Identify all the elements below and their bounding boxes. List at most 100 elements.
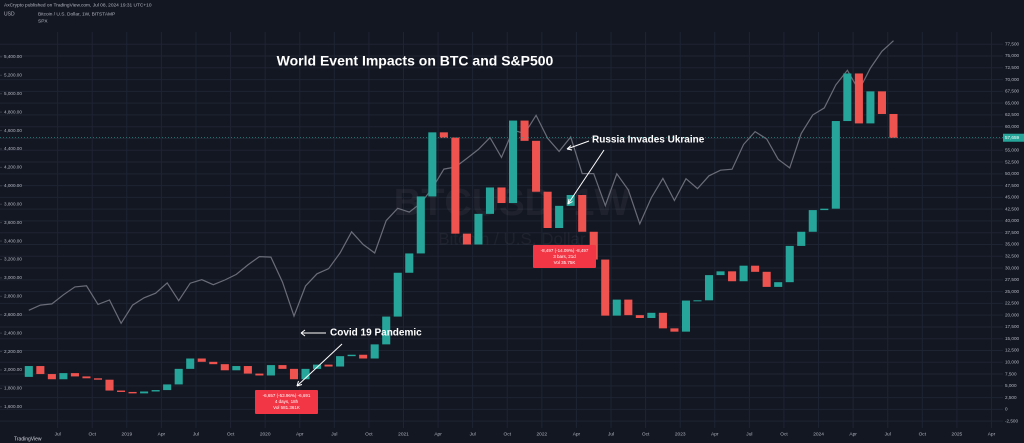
x-tick-label: Oct — [365, 431, 373, 437]
x-tick-label: Apr — [573, 431, 581, 437]
y2-tick-label: 47,500 — [1005, 183, 1019, 188]
candle-body — [266, 365, 275, 376]
y-tick-label: 1,800.00 — [4, 386, 22, 391]
y2-tick-label: 55,000 — [1005, 147, 1019, 152]
x-tick-label: 2019 — [121, 431, 132, 437]
arrow — [296, 343, 343, 387]
y2-tick-label: 70,000 — [1005, 77, 1019, 82]
y2-tick-label: 67,500 — [1005, 89, 1019, 94]
arrow-head — [300, 329, 306, 337]
candle-body — [578, 195, 587, 232]
y2-tick-label: 50,000 — [1005, 171, 1019, 176]
currency: USD — [4, 11, 15, 17]
candle-body — [140, 391, 149, 394]
candle-body — [704, 275, 714, 301]
y2-tick-label: 17,500 — [1005, 324, 1019, 329]
x-tick-label: Jul — [193, 431, 199, 437]
candle-body — [889, 113, 898, 138]
candle-body — [820, 208, 829, 211]
y2-tick-label: 65,000 — [1005, 100, 1019, 105]
candle-body — [497, 187, 506, 204]
candle-body — [474, 213, 483, 245]
y2-tick-label: 32,500 — [1005, 253, 1019, 258]
measure-box — [533, 245, 596, 268]
y-tick-label: 1,600.00 — [4, 404, 22, 409]
candle-body — [128, 391, 137, 394]
x-tick-label: Apr — [296, 431, 304, 437]
y-tick-label: 4,400.00 — [4, 146, 22, 151]
candle-body — [289, 368, 299, 380]
candle-body — [774, 282, 783, 287]
candle-body — [36, 366, 45, 375]
x-tick-label: Oct — [919, 431, 927, 437]
data-layer — [0, 40, 1003, 394]
measure-text: Vol 581.361K — [273, 405, 300, 410]
candle-body — [854, 73, 863, 124]
x-tick-label: Oct — [780, 431, 788, 437]
candle-body — [439, 132, 448, 138]
y-tick-label: 3,600.00 — [4, 220, 22, 225]
y2-tick-label: 22,500 — [1005, 301, 1019, 306]
candle-body — [370, 344, 379, 359]
x-tick-label: 2025 — [952, 431, 963, 437]
candle-body — [428, 132, 437, 197]
last-price-box — [1003, 133, 1024, 142]
y-tick-label: 4,800.00 — [4, 109, 22, 114]
candle-body — [393, 272, 402, 317]
arrow-head — [567, 198, 573, 205]
candle-body — [808, 210, 817, 232]
candle-body — [163, 384, 172, 391]
measure-text: -8,497 (-14.09%) -8,497 — [541, 248, 589, 253]
brand: TradingView — [14, 436, 42, 442]
y2-tick-label: 35,000 — [1005, 242, 1019, 247]
x-tick-label: Apr — [711, 431, 719, 437]
x-tick-label: Jul — [55, 431, 61, 437]
measure-text: 3 bars, 21d — [553, 254, 576, 259]
measure-box — [255, 390, 318, 414]
candle-body — [301, 368, 310, 380]
y-tick-label: 2,200.00 — [4, 349, 22, 354]
arrow-head — [566, 145, 573, 151]
candle-body — [693, 300, 702, 302]
annotation: Russia Invades Ukraine — [592, 135, 705, 146]
y2-tick-label: 62,500 — [1005, 112, 1019, 117]
candle-body — [462, 233, 471, 245]
y2-tick-label: 75,000 — [1005, 53, 1019, 58]
candle-body — [751, 265, 760, 272]
candle-body — [59, 373, 68, 380]
candle-body — [47, 374, 56, 380]
y2-tick-label: 40,000 — [1005, 218, 1019, 223]
candle-body — [151, 390, 160, 392]
candle-body — [612, 299, 621, 316]
y-tick-label: 3,800.00 — [4, 201, 22, 206]
candle-body — [451, 137, 460, 234]
candle-body — [555, 205, 564, 228]
candle-body — [416, 196, 425, 254]
candle-body — [186, 358, 195, 369]
x-tick-label: 2023 — [675, 431, 686, 437]
x-tick-label: 2020 — [260, 431, 271, 437]
y2-tick-label: -2,500 — [1005, 418, 1018, 423]
measure-text: -6,657 (-53.96%) -6,691 — [263, 393, 311, 398]
candle-body — [601, 259, 610, 316]
candle-body — [405, 253, 414, 273]
y2-tick-label: 12,500 — [1005, 348, 1019, 353]
x-tick-label: Jul — [470, 431, 476, 437]
y2-tick-label: 25,000 — [1005, 289, 1019, 294]
candle-body — [831, 121, 840, 209]
candle-body — [243, 366, 252, 374]
candle-body — [543, 191, 552, 228]
measure-text: Vol 35.75K — [554, 260, 576, 265]
candle-body — [624, 299, 633, 316]
y2-tick-label: 27,500 — [1005, 277, 1019, 282]
x-tick-label: Apr — [849, 431, 857, 437]
candle-body — [336, 356, 345, 367]
x-tick-label: Oct — [227, 431, 235, 437]
y-tick-label: 3,200.00 — [4, 257, 22, 262]
candle-body — [508, 120, 518, 204]
x-tick-label: Oct — [88, 431, 96, 437]
right-axis-bg — [1003, 0, 1024, 443]
candle-body — [762, 271, 771, 287]
y2-tick-label: 60,000 — [1005, 124, 1019, 129]
legend-btc: Bitcoin / U.S. Dollar, 1W, BITSTAMP — [38, 11, 115, 17]
